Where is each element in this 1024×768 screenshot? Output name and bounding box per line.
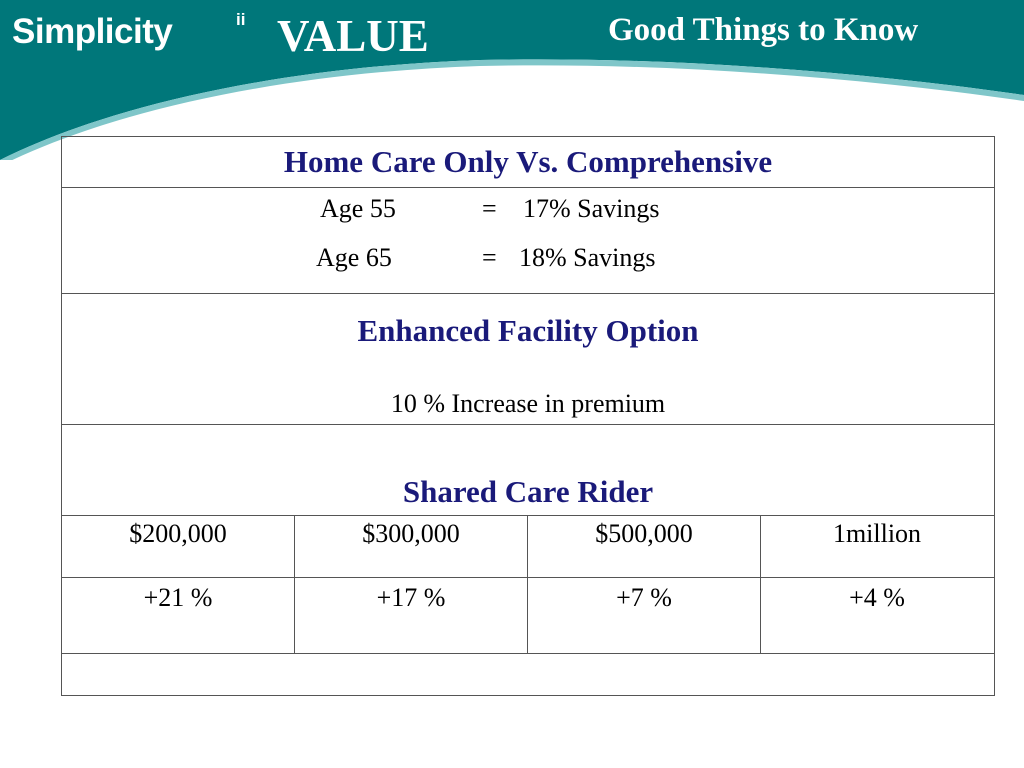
increase-cell: +7 % [616, 583, 672, 612]
amount-cell: $200,000 [129, 519, 227, 548]
brand-mark: ii [236, 10, 246, 29]
home-care-heading: Home Care Only Vs. Comprehensive [283, 144, 773, 179]
amount-cell: 1million [832, 519, 922, 548]
brand-value-word: VALUE [277, 11, 429, 61]
increase-cell: +17 % [376, 583, 446, 612]
increase-cell: +21 % [143, 583, 213, 612]
age-65-label: Age 65 [316, 243, 392, 272]
row-divider [62, 577, 994, 578]
age-55-savings: 17% Savings [523, 194, 660, 223]
row-divider [62, 424, 994, 425]
row-divider [62, 515, 994, 516]
comparison-table: Home Care Only Vs. Comprehensive Age 55 … [61, 136, 995, 696]
increase-cell: +4 % [849, 583, 905, 612]
age-65-savings: 18% Savings [519, 243, 656, 272]
shared-care-heading: Shared Care Rider [402, 474, 654, 509]
column-divider [760, 515, 761, 653]
header-banner [0, 0, 1024, 160]
age-55-label: Age 55 [320, 194, 396, 223]
enhanced-facility-detail: 10 % Increase in premium [390, 389, 666, 418]
page-topic: Good Things to Know [608, 12, 919, 48]
row-divider [62, 293, 994, 294]
column-divider [294, 515, 295, 653]
age-55-equals: = [482, 194, 497, 223]
brand-name: Simplicity [12, 12, 173, 51]
column-divider [527, 515, 528, 653]
age-65-equals: = [482, 243, 497, 272]
enhanced-facility-heading: Enhanced Facility Option [357, 313, 699, 348]
amount-cell: $500,000 [595, 519, 693, 548]
amount-cell: $300,000 [362, 519, 460, 548]
row-divider [62, 653, 994, 654]
row-divider [62, 187, 994, 188]
